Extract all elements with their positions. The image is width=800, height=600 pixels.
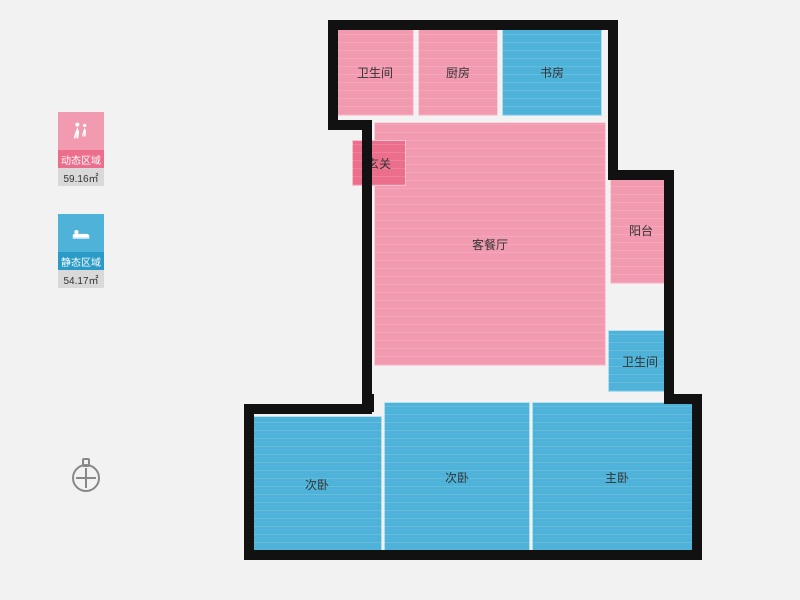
wall [664, 394, 702, 404]
room-bath1: 卫生间 [336, 28, 414, 116]
wall [244, 550, 702, 560]
legend-dynamic: 动态区域 59.16㎡ [58, 112, 104, 186]
room-label: 卫生间 [622, 353, 658, 370]
wall [664, 170, 674, 404]
wall [328, 20, 338, 130]
legend-dynamic-value: 59.16㎡ [58, 168, 104, 186]
legend-static: 静态区域 54.17㎡ [58, 214, 104, 288]
room-label: 次卧 [305, 476, 329, 493]
wall [328, 20, 618, 30]
wall [244, 404, 372, 414]
floorplan: 卫生间厨房书房玄关客餐厅阳台卫生间次卧次卧主卧 [244, 14, 714, 576]
room-kitchen: 厨房 [418, 28, 498, 116]
compass-icon [66, 456, 106, 496]
room-label: 卫生间 [357, 64, 393, 81]
people-icon [58, 112, 104, 150]
room-label: 主卧 [605, 469, 629, 486]
legend-static-label: 静态区域 [58, 252, 104, 270]
room-label: 客餐厅 [472, 236, 508, 253]
room-study: 书房 [502, 28, 602, 116]
room-foyer: 玄关 [352, 140, 406, 186]
sleep-icon [58, 214, 104, 252]
wall [608, 120, 618, 170]
legend-static-value: 54.17㎡ [58, 270, 104, 288]
room-bed2a: 次卧 [252, 416, 382, 552]
room-label: 次卧 [445, 469, 469, 486]
wall [364, 394, 374, 412]
room-master: 主卧 [532, 402, 702, 552]
legend-dynamic-label: 动态区域 [58, 150, 104, 168]
wall [244, 404, 254, 560]
room-living: 客餐厅 [374, 122, 606, 366]
room-bed2b: 次卧 [384, 402, 530, 552]
room-label: 书房 [540, 64, 564, 81]
room-label: 阳台 [629, 222, 653, 239]
legend: 动态区域 59.16㎡ 静态区域 54.17㎡ [58, 112, 104, 316]
wall [362, 120, 372, 406]
wall [608, 170, 674, 180]
wall [692, 394, 702, 560]
wall [608, 20, 618, 130]
room-balcony: 阳台 [610, 176, 672, 284]
room-label: 厨房 [446, 64, 470, 81]
room-bath2: 卫生间 [608, 330, 672, 392]
